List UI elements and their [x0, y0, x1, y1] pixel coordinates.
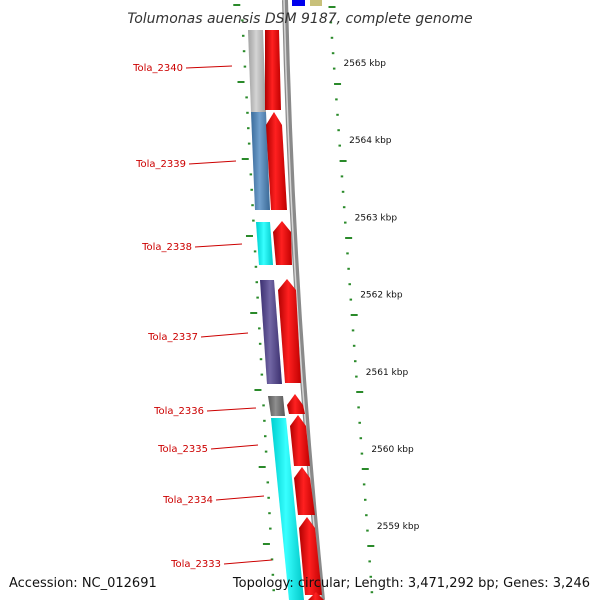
- genome-summary-text: Topology: circular; Length: 3,471,292 bp…: [232, 576, 590, 591]
- gene-leader-line: [194, 243, 243, 248]
- cds-arrows: [265, 30, 324, 600]
- cds-arrow-tola-2333: [299, 517, 322, 595]
- gene-leader-line: [223, 559, 273, 565]
- scale-label: 2562 kbp: [360, 291, 403, 301]
- cog-block-shade: [248, 30, 266, 112]
- scale-label: 2564 kbp: [349, 136, 392, 146]
- gene-label-tola-2339[interactable]: Tola_2339: [135, 159, 186, 170]
- scale-label: 2563 kbp: [355, 213, 398, 223]
- cog-block-shade: [271, 418, 304, 600]
- gene-leader-line: [185, 65, 233, 69]
- gene-label-tola-2334[interactable]: Tola_2334: [162, 495, 213, 506]
- map-title: Tolumonas auensis DSM 9187, complete gen…: [127, 11, 472, 27]
- cog-block-shade: [268, 396, 285, 416]
- gene-label-tola-2333[interactable]: Tola_2333: [170, 559, 221, 570]
- gene-label-tola-2340[interactable]: Tola_2340: [132, 63, 183, 74]
- cds-arrow-partial: [308, 592, 324, 600]
- gene-leader-line: [215, 495, 265, 501]
- cds-arrow-tola-2336: [287, 394, 305, 414]
- gene-leader-line: [210, 444, 259, 450]
- accession-text: Accession: NC_012691: [9, 576, 157, 591]
- partial-feature-blue: [292, 0, 305, 6]
- scale-label: 2565 kbp: [344, 59, 387, 69]
- genome-backbone-highlight: [283, 0, 322, 600]
- cog-block-shade: [251, 112, 270, 210]
- cds-arrow-tola-2340: [265, 30, 281, 110]
- cds-arrow-tola-2334: [294, 467, 315, 515]
- cog-block-shade: [260, 280, 282, 384]
- cds-arrow-tola-2335: [290, 415, 310, 466]
- gene-label-tola-2335[interactable]: Tola_2335: [157, 444, 208, 455]
- gene-leader-line: [200, 332, 249, 338]
- gene-label-tola-2338[interactable]: Tola_2338: [141, 242, 192, 253]
- cds-arrow-tola-2339: [266, 112, 287, 210]
- gene-label-tola-2336[interactable]: Tola_2336: [153, 406, 204, 417]
- scale-label: 2561 kbp: [366, 368, 409, 378]
- scale-label: 2560 kbp: [371, 445, 414, 455]
- gene-leader-line: [188, 160, 237, 165]
- scale-labels: 2565 kbp 2564 kbp 2563 kbp 2562 kbp 2561 kbp…: [344, 59, 420, 532]
- partial-feature-khaki: [310, 0, 322, 6]
- gene-label-tola-2337[interactable]: Tola_2337: [147, 332, 198, 343]
- genome-backbone: [282, 0, 325, 600]
- gene-labels: Tola_2340 Tola_2339 Tola_2338 Tola_2337 …: [132, 63, 273, 570]
- cds-arrow-tola-2338: [273, 221, 292, 265]
- gene-leader-line: [206, 407, 257, 412]
- cog-blocks: [248, 30, 304, 600]
- scale-label: 2559 kbp: [377, 522, 420, 532]
- cds-arrow-tola-2337: [278, 279, 301, 383]
- cog-block-shade: [256, 222, 273, 265]
- tick-marks: [233, 4, 375, 594]
